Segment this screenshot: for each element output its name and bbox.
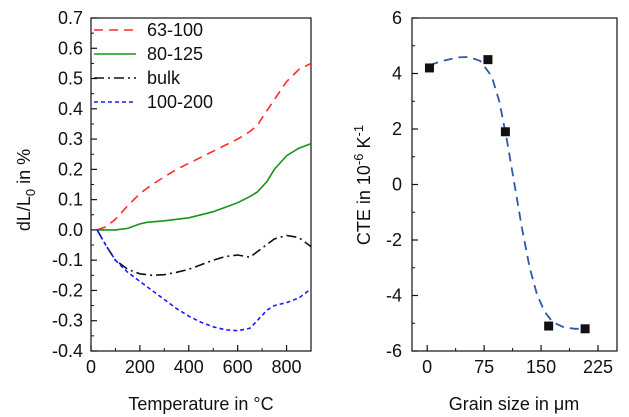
left-y-ticks: -0.4 -0.3 -0.2 -0.1 0.0 0.1 0.2 0.3 0.4 0.5 0.6 0.7	[52, 8, 97, 361]
right-x-tick-label: 0	[422, 357, 432, 377]
right-chart: -6 -4 -2 0 2 4 6 0 75 150 225 Grain size in μm CT…	[351, 8, 618, 414]
left-series-line-2	[96, 229, 312, 277]
left-y-tick-label: 0.4	[58, 99, 83, 119]
left-chart: -0.4 -0.3 -0.2 -0.1 0.0 0.1 0.2 0.3 0.4 0.5 0.6 0.7…	[14, 8, 312, 414]
left-series-line-3	[96, 229, 312, 332]
left-x-axis-title: Temperature in °C	[128, 394, 273, 414]
left-y-axis-title: dL/L0 in %	[14, 149, 38, 231]
left-y-tick-label: 0.0	[58, 220, 83, 240]
right-data-points	[424, 55, 590, 334]
left-series-lines	[96, 62, 312, 332]
left-y-tick-label: 0.5	[58, 69, 83, 89]
right-y-axis-title-middle: K	[354, 136, 374, 153]
legend-label-1: 80-125	[147, 44, 203, 64]
right-y-ticks: -6 -4 -2 0 2 4 6	[386, 8, 418, 361]
left-x-tick-label: 600	[223, 357, 253, 377]
right-y-axis-title-prefix: CTE in 10	[354, 165, 374, 245]
right-x-tick-label: 225	[583, 357, 613, 377]
left-x-tick-label: 200	[125, 357, 155, 377]
right-y-tick-label: 6	[392, 8, 402, 28]
data-point	[500, 127, 510, 137]
right-x-tick-label: 75	[474, 357, 494, 377]
left-plot-frame	[90, 17, 312, 352]
left-y-axis-title-subscript: 0	[23, 189, 38, 196]
left-x-ticks: 0 200 400 600 800	[86, 345, 302, 377]
left-y-tick-label: -0.3	[52, 311, 83, 331]
left-y-tick-label: -0.2	[52, 280, 83, 300]
legend-label-2: bulk	[147, 68, 181, 88]
right-fit-curve-group	[429, 55, 587, 330]
left-series-line-0	[96, 62, 312, 231]
right-y-axis-title-superscript-1: -6	[351, 153, 366, 165]
right-y-tick-label: -4	[386, 286, 402, 306]
data-point	[483, 55, 493, 65]
right-x-axis-title: Grain size in μm	[449, 394, 579, 414]
right-y-axis-title: CTE in 10-6 K-1	[351, 125, 374, 245]
data-point	[424, 63, 434, 73]
left-legend: 63-100 80-125 bulk 100-200	[94, 20, 213, 112]
left-y-tick-label: -0.4	[52, 341, 83, 361]
left-series-line-1	[97, 142, 312, 231]
right-y-tick-label: 4	[392, 64, 402, 84]
left-y-tick-label: 0.1	[58, 190, 83, 210]
left-y-tick-label: 0.2	[58, 159, 83, 179]
left-y-tick-label: 0.6	[58, 38, 83, 58]
left-x-tick-label: 0	[86, 357, 96, 377]
fit-curve	[429, 55, 587, 330]
right-x-ticks: 0 75 150 225	[422, 345, 613, 377]
left-y-tick-label: -0.1	[52, 250, 83, 270]
left-y-axis-title-prefix: dL/L	[14, 196, 34, 231]
left-y-axis-title-suffix: in %	[14, 149, 34, 189]
right-y-axis-title-superscript-2: -1	[351, 125, 366, 137]
data-point	[580, 324, 590, 334]
left-x-tick-label: 800	[272, 357, 302, 377]
left-y-tick-label: 0.3	[58, 129, 83, 149]
right-y-tick-label: -6	[386, 341, 402, 361]
left-x-tick-label: 400	[174, 357, 204, 377]
right-x-tick-label: 150	[526, 357, 556, 377]
data-point	[544, 321, 554, 331]
right-y-tick-label: 2	[392, 119, 402, 139]
right-y-tick-label: -2	[386, 230, 402, 250]
legend-label-3: 100-200	[147, 92, 213, 112]
right-y-tick-label: 0	[392, 175, 402, 195]
legend-label-0: 63-100	[147, 20, 203, 40]
left-y-tick-label: 0.7	[58, 8, 83, 28]
